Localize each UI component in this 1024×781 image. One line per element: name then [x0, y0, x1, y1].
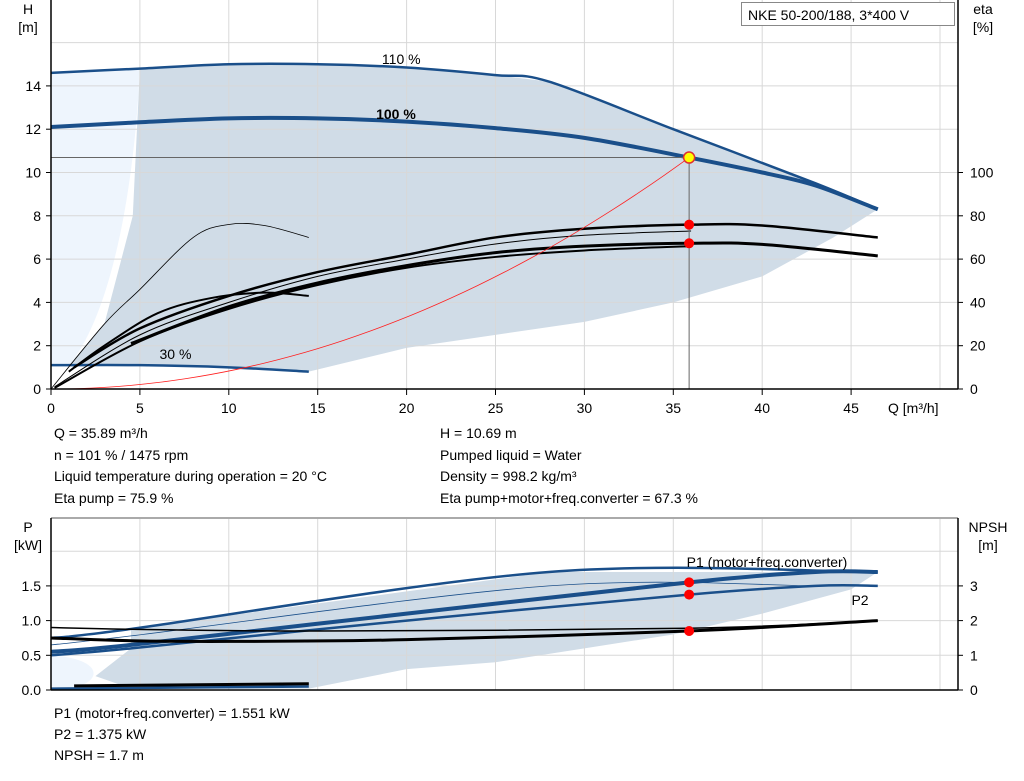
npsh-tick-label: 2: [970, 613, 978, 629]
x-tick-label: 45: [843, 400, 859, 416]
readout-temp: Liquid temperature during operation = 20…: [54, 468, 327, 484]
y-tick-label: 8: [33, 208, 41, 224]
readout-h: H = 10.69 m: [440, 425, 517, 441]
npsh-tick-label: 3: [970, 578, 978, 594]
p-tick-label: 0.0: [22, 682, 42, 698]
y-axis-label: H: [23, 1, 33, 17]
y-axis-label: [m]: [18, 19, 37, 35]
y2-tick-label: 100: [970, 165, 994, 181]
eta-pump-point: [684, 219, 695, 230]
y-tick-label: 14: [25, 78, 41, 94]
operating-range-light-area: [51, 68, 140, 366]
x-tick-label: 30: [577, 400, 593, 416]
p-tick-label: 1.5: [22, 578, 42, 594]
y2-tick-label: 60: [970, 251, 986, 267]
readout-eta-pump: Eta pump = 75.9 %: [54, 490, 174, 506]
label-30: 30 %: [159, 346, 191, 362]
curve-eta-thin: [50, 222, 309, 390]
readout-q: Q = 35.89 m³/h: [54, 425, 148, 441]
curve-p2: [50, 584, 878, 657]
operating-point-marker: [682, 151, 696, 164]
curve-p1-110: [50, 566, 878, 640]
npsh-point: [684, 626, 695, 637]
eta-total-point: [684, 238, 695, 249]
curve-p1-100: [50, 569, 878, 654]
x-tick-label: 25: [488, 400, 504, 416]
power-light-area: [51, 655, 94, 689]
x-tick-label: 20: [399, 400, 415, 416]
label-110: 110 %: [382, 51, 421, 67]
x-axis-label: Q [m³/h]: [888, 400, 939, 416]
curve-eta-pump: [73, 222, 878, 369]
y-tick-label: 4: [33, 294, 41, 310]
readout-npsh: NPSH = 1.7 m: [54, 747, 144, 763]
pump-title: NKE 50-200/188, 3*400 V: [741, 2, 955, 26]
y-tick-label: 0: [33, 381, 41, 397]
label-p1: P1 (motor+freq.converter): [687, 554, 848, 570]
y-tick-label: 10: [25, 165, 41, 181]
y-tick-label: 6: [33, 251, 41, 267]
y2-axis-label: eta: [973, 1, 993, 17]
y-tick-label: 12: [25, 121, 41, 137]
curve-system: [50, 157, 690, 390]
x-tick-label: 40: [754, 400, 770, 416]
curve-eta-total: [130, 241, 878, 345]
curve-h100: [50, 115, 879, 212]
label-100: 100 %: [376, 106, 416, 122]
y2-tick-label: 0: [970, 381, 978, 397]
y2-tick-label: 80: [970, 208, 986, 224]
y2-tick-label: 20: [970, 338, 986, 354]
curve-npsh: [50, 619, 878, 643]
operating-range-area: [68, 64, 878, 372]
p-tick-label: 1.0: [22, 613, 42, 629]
readout-p1: P1 (motor+freq.converter) = 1.551 kW: [54, 705, 290, 721]
curve-p1-thin: [50, 581, 816, 646]
curve-p-low: [50, 685, 309, 690]
x-tick-label: 5: [136, 400, 144, 416]
curve-eta-total2: [54, 245, 692, 389]
x-tick-label: 35: [666, 400, 682, 416]
npsh-tick-label: 1: [970, 647, 978, 663]
p1-point: [684, 577, 695, 588]
y-tick-label: 2: [33, 338, 41, 354]
curve-npsh-low: [74, 682, 309, 688]
p-axis-label: P: [23, 519, 32, 535]
p-tick-label: 0.5: [22, 647, 42, 663]
readout-eta-total: Eta pump+motor+freq.converter = 67.3 %: [440, 490, 698, 506]
readout-p2: P2 = 1.375 kW: [54, 726, 147, 742]
readout-density: Density = 998.2 kg/m³: [440, 468, 577, 484]
curve-h110: [50, 62, 879, 211]
x-tick-label: 0: [47, 400, 55, 416]
curve-eta-mid: [54, 230, 692, 388]
npsh-axis-label: NPSH: [969, 519, 1008, 535]
label-p2: P2: [851, 592, 868, 608]
readout-n: n = 101 % / 1475 rpm: [54, 447, 189, 463]
p-axis-label: [kW]: [14, 537, 42, 553]
y2-axis-label: [%]: [973, 19, 993, 35]
curve-eta-low1: [68, 291, 309, 373]
x-tick-label: 10: [221, 400, 237, 416]
readout-liquid: Pumped liquid = Water: [440, 447, 582, 463]
npsh-axis-label: [m]: [978, 537, 997, 553]
x-tick-label: 15: [310, 400, 326, 416]
p2-point: [684, 589, 695, 600]
npsh-tick-label: 0: [970, 682, 978, 698]
y2-tick-label: 40: [970, 294, 986, 310]
